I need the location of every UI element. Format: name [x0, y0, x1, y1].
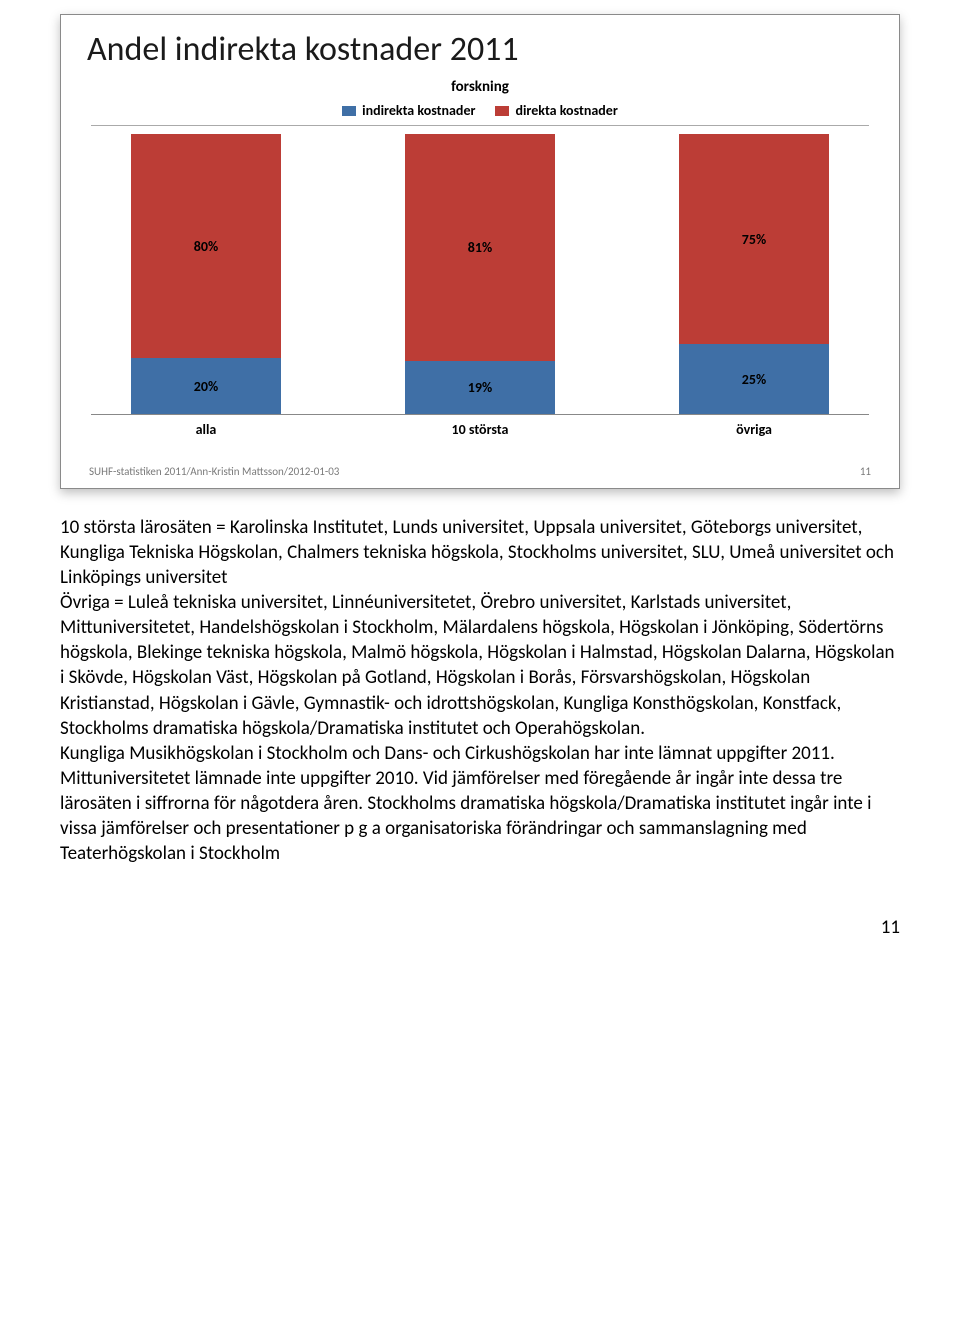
bar-2: 25%75%: [679, 134, 829, 414]
body-text: 10 största lärosäten = Karolinska Instit…: [60, 515, 900, 866]
bar-2-seg-1: 75%: [679, 134, 829, 344]
footer-right: 11: [860, 465, 871, 478]
legend-item-1: direkta kostnader: [495, 102, 617, 119]
bar-group-1: 19%81%: [405, 134, 555, 414]
slide-frame: Andel indirekta kostnader 2011 forskning…: [60, 14, 900, 489]
bar-1-seg-0: 19%: [405, 361, 555, 414]
bar-2-seg-0: 25%: [679, 344, 829, 414]
page-number: 11: [0, 916, 900, 939]
chart-area: 20%80% 19%81% 25%75%: [91, 125, 869, 415]
chart: 20%80% 19%81% 25%75% alla 10 största övr…: [81, 125, 879, 445]
bar-group-2: 25%75%: [679, 134, 829, 414]
slide-title: Andel indirekta kostnader 2011: [81, 25, 879, 78]
body-paragraph-1: Övriga = Luleå tekniska universitet, Lin…: [60, 590, 900, 740]
legend-label-0: indirekta kostnader: [362, 102, 475, 119]
bar-1-seg-1: 81%: [405, 134, 555, 361]
body-paragraph-2: Kungliga Musikhögskolan i Stockholm och …: [60, 741, 900, 866]
x-label-2: övriga: [679, 421, 829, 438]
x-label-1: 10 största: [405, 421, 555, 438]
bar-0: 20%80%: [131, 134, 281, 414]
legend-swatch-1: [495, 106, 509, 116]
bar-1: 19%81%: [405, 134, 555, 414]
slide-subtitle: forskning: [81, 78, 879, 96]
bar-0-seg-1: 80%: [131, 134, 281, 358]
x-label-0: alla: [131, 421, 281, 438]
x-axis-labels: alla 10 största övriga: [91, 421, 869, 438]
body-paragraph-0: 10 största lärosäten = Karolinska Instit…: [60, 515, 900, 590]
footer-left: SUHF-statistiken 2011/Ann-Kristin Mattss…: [89, 465, 339, 478]
legend-swatch-0: [342, 106, 356, 116]
bar-0-seg-0: 20%: [131, 358, 281, 414]
axis-top-line: [91, 125, 869, 126]
bar-group-0: 20%80%: [131, 134, 281, 414]
legend-label-1: direkta kostnader: [515, 102, 617, 119]
slide-footer: SUHF-statistiken 2011/Ann-Kristin Mattss…: [81, 445, 879, 480]
chart-legend: indirekta kostnader direkta kostnader: [81, 102, 879, 119]
legend-item-0: indirekta kostnader: [342, 102, 475, 119]
